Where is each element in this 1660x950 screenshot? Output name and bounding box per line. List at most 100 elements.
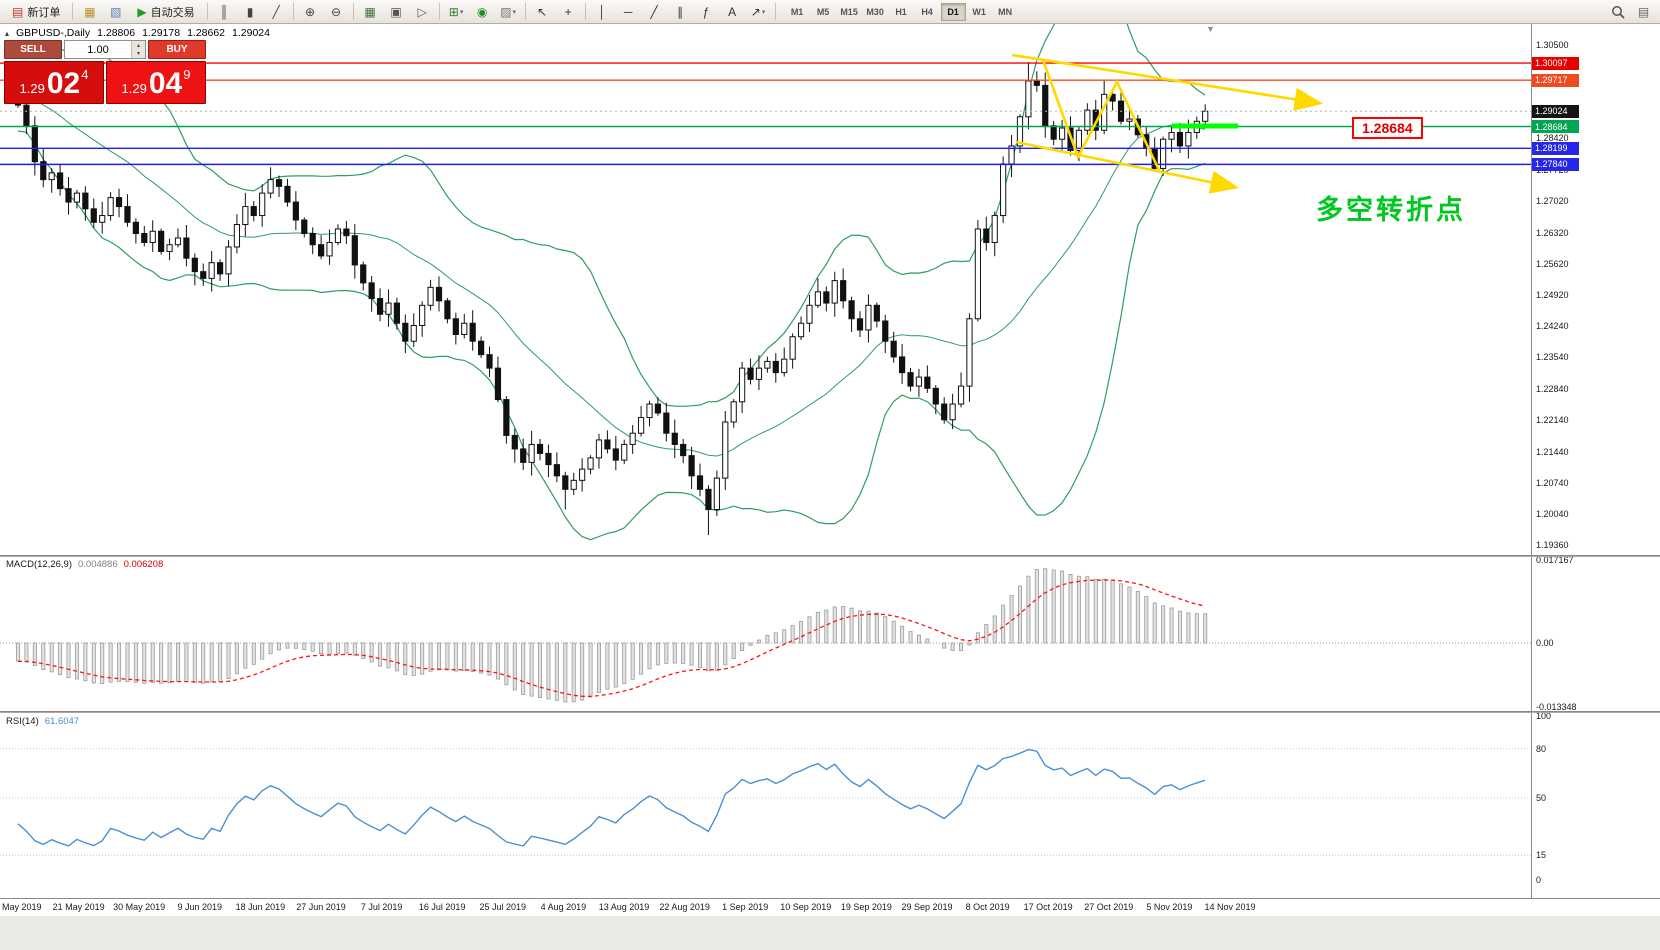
- zoom-out-icon: ⊖: [331, 4, 342, 19]
- macd-name: MACD(12,26,9): [6, 559, 72, 570]
- horizontal-line-icon[interactable]: ─: [616, 1, 641, 23]
- volume-input[interactable]: [65, 41, 131, 58]
- rsi-panel[interactable]: [0, 713, 1532, 898]
- date-label: 17 Oct 2019: [1023, 902, 1073, 912]
- annotation-text-cn[interactable]: 多空转折点: [1316, 195, 1466, 225]
- timeframe-M5[interactable]: M5: [816, 6, 830, 17]
- yellow-trendline-objects[interactable]: [1011, 53, 1324, 194]
- sell-label[interactable]: SELL: [4, 40, 62, 59]
- zoom-in-icon[interactable]: ⊕: [298, 1, 323, 23]
- charts-group-icon[interactable]: ▦: [77, 1, 102, 23]
- panel-separator[interactable]: [0, 555, 1660, 557]
- timeframe-D1[interactable]: D1: [940, 2, 966, 21]
- tile-windows-icon[interactable]: ▦: [358, 1, 383, 23]
- auto-scroll-icon: ◉: [476, 4, 488, 19]
- auto-scroll-icon[interactable]: ◉: [470, 1, 495, 23]
- chart-shift-icon: ▷: [417, 4, 427, 19]
- buy-price-button[interactable]: 1.29 04 9: [106, 61, 206, 104]
- profiles-icon[interactable]: ▧: [103, 1, 128, 23]
- cursor-icon[interactable]: ↖: [530, 1, 555, 23]
- fibonacci-icon[interactable]: ƒ: [694, 1, 719, 23]
- symbol-period-label: GBPUSD-,Daily: [16, 27, 91, 39]
- arrow-objects-icon[interactable]: ↗ ▾: [746, 1, 771, 23]
- templates-icon: ▨: [500, 4, 512, 19]
- dropdown-arrow-icon: ▾: [459, 8, 464, 16]
- toolbar-separator: [438, 3, 440, 20]
- equidistant-channel-icon[interactable]: ∥: [668, 1, 693, 23]
- toolbar: ▤ 新订单 ▦ ▧ ▶ 自动交易 ║ ▮ ╱ ⊕ ⊖ ▦ ▣ ▷ ⊞ ▾ ◉ ▨ ▾ ↖ + │ ─ ╱ ∥ ƒ A ↗ ▾ M1 M5 M…: [0, 0, 1660, 24]
- price-tag: 1.30097: [1532, 56, 1579, 70]
- one-click-collapse-icon[interactable]: ▴: [5, 28, 10, 38]
- text-label-icon[interactable]: A: [720, 1, 745, 23]
- buy-label[interactable]: BUY: [148, 40, 206, 59]
- candlestick-chart-icon[interactable]: ▮: [238, 1, 263, 23]
- indicators-icon: ⊞: [448, 4, 459, 19]
- price-callout-label[interactable]: 1.28684: [1352, 117, 1423, 139]
- macd-label: MACD(12,26,9) 0.004886 0.006208: [6, 559, 163, 570]
- time-axis[interactable]: 2 May 2019 21 May 2019 30 May 2019 9 Jun 20…: [0, 898, 1660, 916]
- line-chart-icon[interactable]: ╱: [264, 1, 289, 23]
- timeframe-H1[interactable]: H1: [895, 6, 907, 17]
- arrow-objects-icon: ↗: [750, 4, 761, 19]
- tile-windows-icon: ▦: [364, 4, 376, 19]
- panel-separator[interactable]: [0, 711, 1660, 713]
- sell-price-button[interactable]: 1.29 02 4: [4, 61, 104, 104]
- horizontal-line-icon: ─: [623, 4, 633, 19]
- chart-area[interactable]: [0, 24, 1532, 555]
- timeframe-W1[interactable]: W1: [972, 6, 986, 17]
- price-axis[interactable]: 1.305001.284201.277201.270201.263201.256…: [1531, 24, 1660, 898]
- profiles-icon: ▧: [110, 4, 122, 19]
- horizontal-line-objects[interactable]: [0, 62, 1531, 166]
- sell-price-prefix: 1.29: [19, 81, 45, 96]
- date-label: 25 Jul 2019: [479, 902, 527, 912]
- volume-stepper: ▴ ▾: [64, 40, 146, 59]
- timeframe-MN[interactable]: MN: [998, 6, 1013, 17]
- price-tag: 1.29717: [1532, 73, 1579, 87]
- price-axis-label: 1.30500: [1536, 40, 1569, 50]
- trendline-icon[interactable]: ╱: [642, 1, 667, 23]
- dropdown-arrow-icon: ▾: [761, 8, 766, 16]
- chart-shift-icon[interactable]: ▷: [410, 1, 435, 23]
- price-axis-label: 1.21440: [1536, 446, 1569, 457]
- text-label-icon: A: [728, 4, 737, 19]
- volume-increase-icon[interactable]: ▴: [132, 41, 145, 50]
- crosshair-icon: +: [564, 4, 572, 19]
- autotrading-button[interactable]: ▶ 自动交易: [129, 1, 202, 23]
- templates-icon[interactable]: ▨ ▾: [496, 1, 521, 23]
- sell-price-big: 02: [46, 67, 81, 100]
- new-order-button[interactable]: ▤ 新订单: [4, 1, 68, 23]
- date-label: 27 Jun 2019: [296, 902, 346, 912]
- timeframe-M15[interactable]: M15: [840, 6, 858, 17]
- buy-price-big: 04: [148, 67, 183, 100]
- bar-chart-icon[interactable]: ║: [212, 1, 237, 23]
- macd-panel[interactable]: [0, 557, 1532, 711]
- price-axis-label: 1.24920: [1536, 290, 1569, 301]
- date-label: 1 Sep 2019: [722, 902, 769, 912]
- date-label: 19 Sep 2019: [840, 902, 892, 912]
- rsi-axis-label: 0: [1536, 875, 1542, 885]
- date-label: 27 Oct 2019: [1084, 902, 1134, 912]
- timeframe-H4[interactable]: H4: [921, 6, 933, 17]
- timeframe-M1[interactable]: M1: [790, 6, 804, 17]
- rsi-axis-label: 15: [1536, 850, 1547, 861]
- price-axis-label: 1.22840: [1536, 383, 1569, 394]
- auto-arrange-icon[interactable]: ▣: [384, 1, 409, 23]
- volume-decrease-icon[interactable]: ▾: [132, 49, 145, 58]
- vertical-line-icon[interactable]: │: [590, 1, 615, 23]
- rsi-axis-label: 100: [1536, 711, 1552, 721]
- crosshair-icon[interactable]: +: [556, 1, 581, 23]
- chart-ohlc-header: ▴ GBPUSD-,Daily 1.28806 1.29178 1.28662 …: [5, 27, 270, 39]
- toolbar-buttons: ▤ 新订单 ▦ ▧ ▶ 自动交易 ║ ▮ ╱ ⊕ ⊖ ▦ ▣ ▷ ⊞ ▾ ◉ ▨ ▾ ↖ + │ ─ ╱ ∥ ƒ A ↗ ▾: [4, 1, 779, 23]
- date-label: 5 Nov 2019: [1146, 902, 1193, 912]
- timeframe-M30[interactable]: M30: [866, 6, 884, 17]
- date-label: 18 Jun 2019: [235, 902, 286, 912]
- window-list-icon[interactable]: ▤: [1631, 1, 1656, 23]
- price-axis-label: 1.25620: [1536, 259, 1569, 269]
- price-axis-label: 1.20740: [1536, 478, 1569, 489]
- indicators-icon[interactable]: ⊞ ▾: [444, 1, 469, 23]
- autotrading-play-icon: ▶: [137, 4, 147, 19]
- search-icon[interactable]: [1605, 1, 1630, 23]
- macd-plot: [0, 568, 1531, 703]
- zoom-out-icon[interactable]: ⊖: [324, 1, 349, 23]
